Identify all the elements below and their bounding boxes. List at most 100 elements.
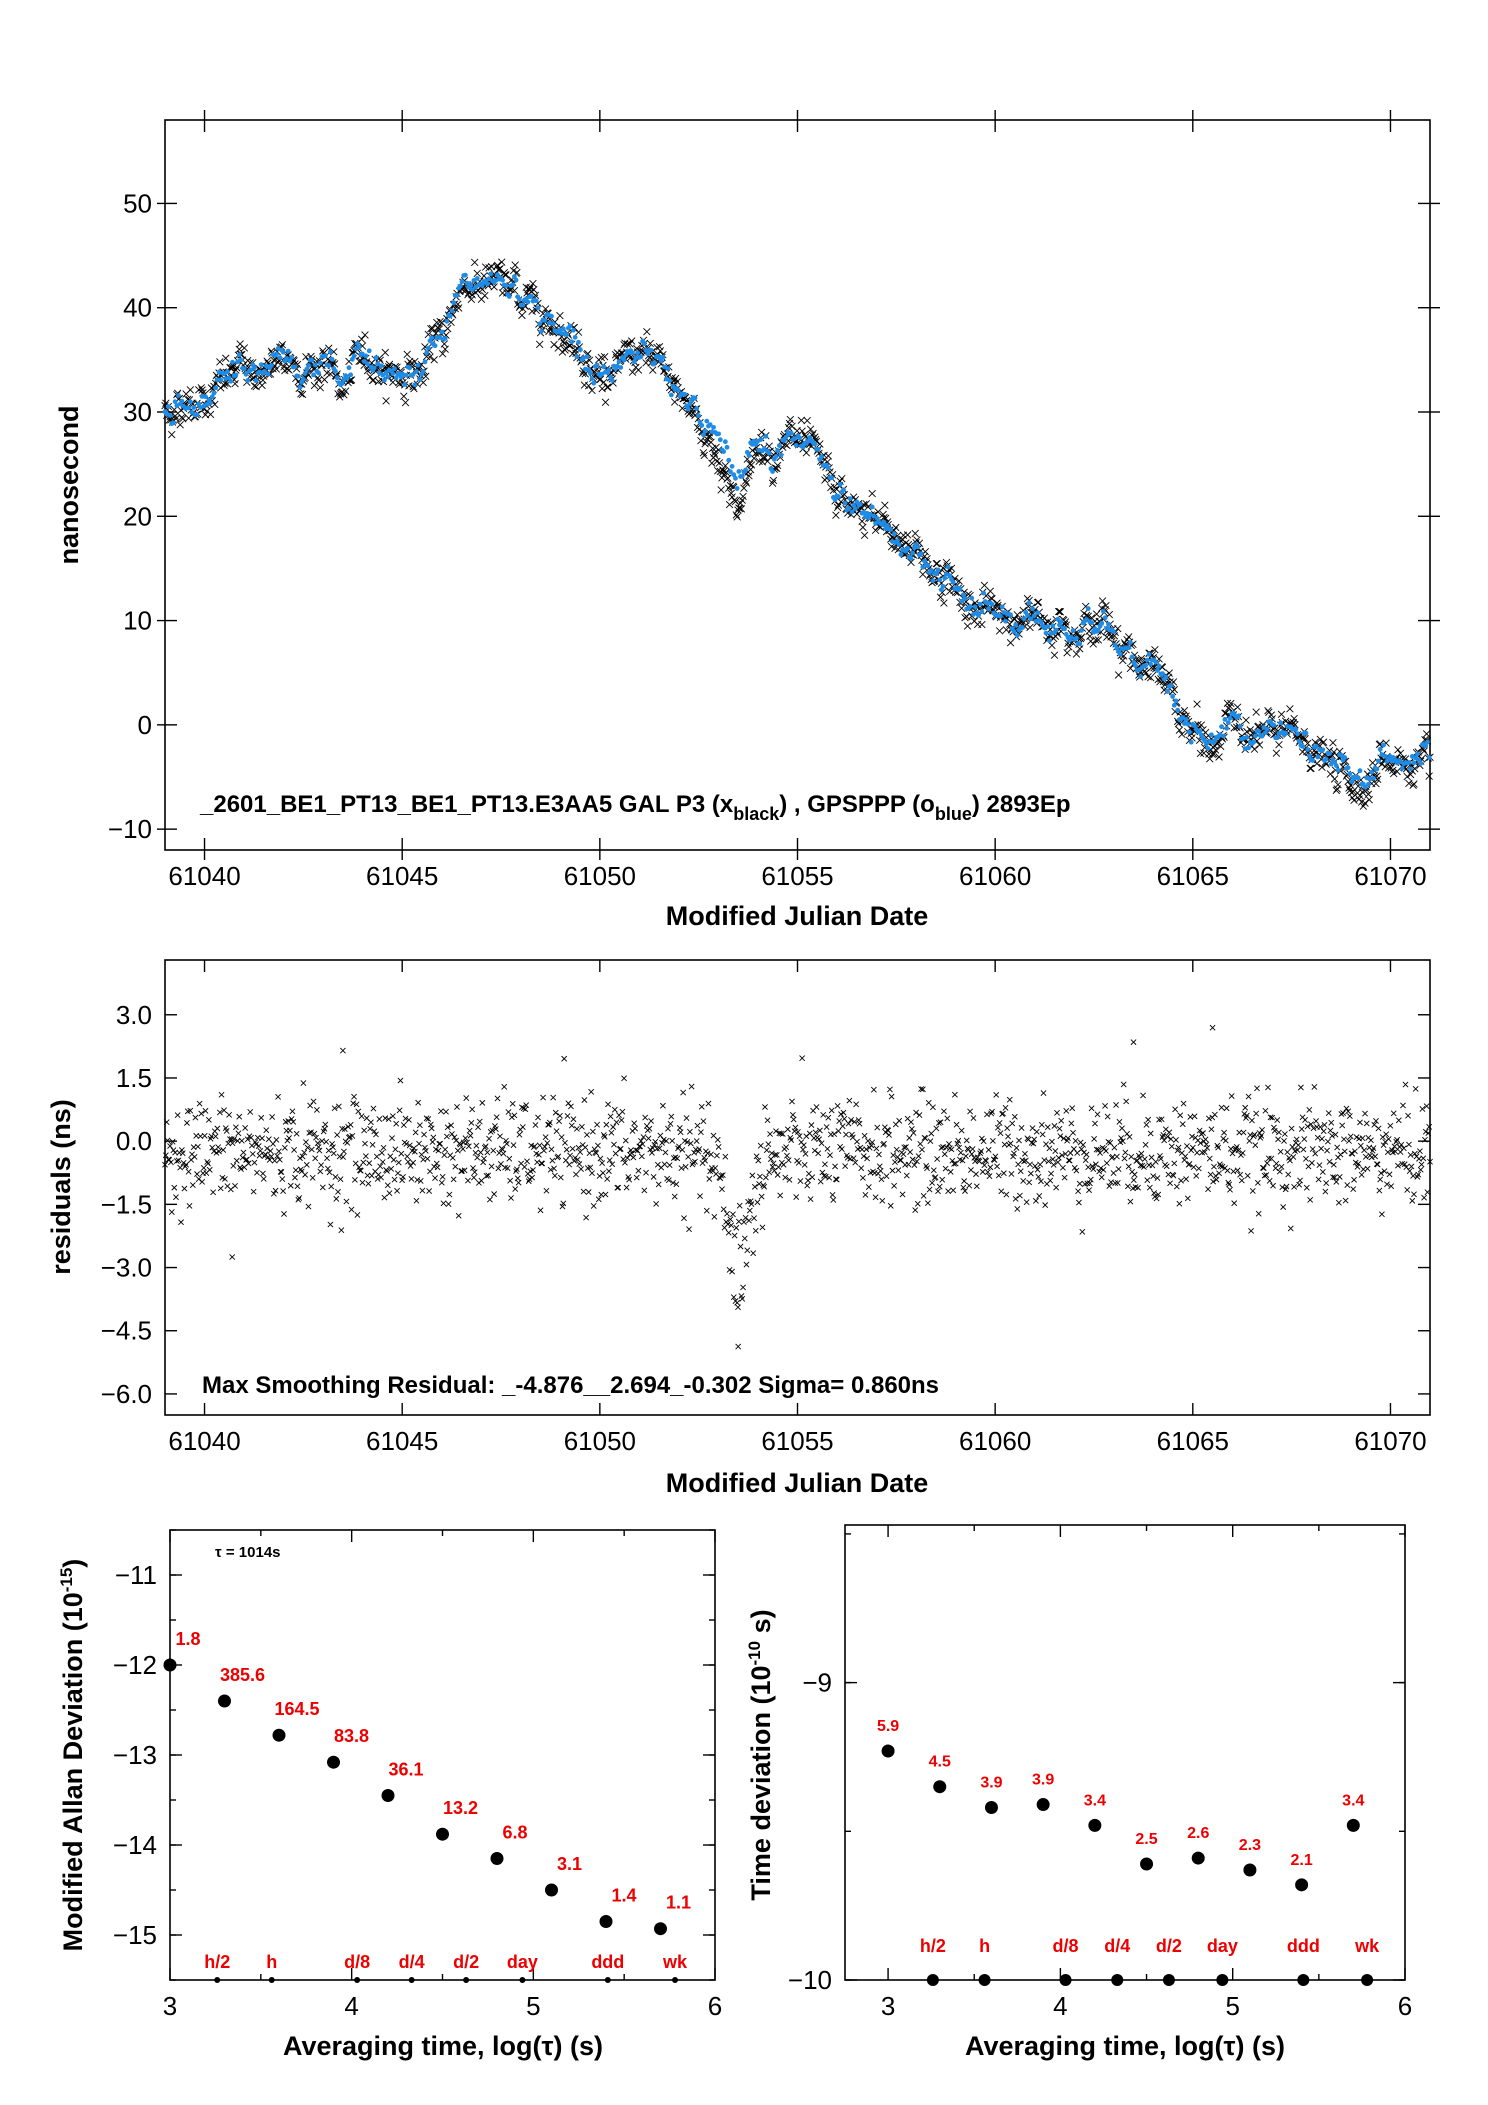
gal-p3-point: [206, 410, 215, 419]
residual-point: [986, 1173, 993, 1180]
residual-point: [449, 1154, 456, 1161]
residual-point: [888, 1093, 895, 1100]
residual-point: [711, 1213, 718, 1220]
residual-point: [614, 1184, 621, 1191]
residual-point: [261, 1153, 268, 1160]
deviation-point: [1295, 1878, 1309, 1892]
residual-point: [1076, 1199, 1082, 1206]
residual-point: [1240, 1129, 1247, 1136]
residual-point: [1385, 1136, 1392, 1142]
gal-p3-point: [197, 384, 206, 392]
residual-point: [1092, 1120, 1098, 1127]
gpsppp-point: [300, 376, 306, 382]
residual-point: [1092, 1161, 1099, 1168]
gpsppp-point: [984, 600, 990, 606]
residual-point: [183, 1161, 190, 1168]
gal-p3-point: [1406, 770, 1415, 779]
residual-point: [575, 1144, 582, 1151]
residual-point: [472, 1149, 479, 1156]
residual-point: [1251, 1131, 1258, 1138]
gpsppp-point: [852, 506, 858, 512]
residual-point: [825, 1114, 832, 1121]
gpsppp-point: [564, 332, 570, 338]
residual-point: [1347, 1133, 1354, 1140]
gpsppp-point: [1155, 668, 1160, 673]
residual-point: [762, 1104, 768, 1110]
residual-point: [178, 1219, 184, 1226]
gal-p3-point: [911, 529, 919, 538]
gal-p3-point: [1365, 796, 1373, 804]
residual-point: [384, 1168, 390, 1174]
residual-point: [913, 1109, 919, 1116]
residual-point: [335, 1103, 342, 1110]
residual-point: [831, 1131, 838, 1137]
residual-point: [819, 1169, 826, 1176]
residual-point: [656, 1145, 663, 1152]
deviation-point: [1191, 1851, 1205, 1865]
timescale-marker: [354, 1977, 361, 1983]
residual-point: [1212, 1173, 1219, 1179]
residual-point: [484, 1149, 491, 1156]
gal-p3-point: [670, 398, 679, 406]
residual-point: [486, 1196, 493, 1203]
gal-p3-point: [1290, 714, 1298, 723]
gpsppp-point: [800, 444, 806, 450]
gal-p3-point: [1050, 651, 1059, 659]
gpsppp-point: [346, 365, 352, 371]
gpsppp-point: [905, 545, 911, 551]
residual-point: [1026, 1179, 1033, 1186]
gal-p3-point: [1422, 730, 1431, 738]
gpsppp-point: [459, 279, 465, 284]
gal-p3-point: [1344, 777, 1352, 786]
residual-point: [294, 1183, 301, 1190]
residual-point: [561, 1055, 568, 1062]
residual-point: [471, 1169, 478, 1176]
residual-point: [201, 1132, 208, 1139]
gpsppp-point: [538, 328, 544, 334]
gpsppp-point: [797, 435, 803, 441]
x-tick-label: 5: [526, 1991, 540, 2021]
residual-point: [1276, 1168, 1283, 1175]
residual-point: [697, 1193, 703, 1200]
gpsppp-point: [1058, 619, 1064, 625]
residual-point: [515, 1179, 522, 1186]
timescale-marker: [463, 1977, 470, 1983]
residual-point: [1006, 1096, 1013, 1103]
residual-point: [205, 1116, 212, 1123]
residual-point: [426, 1188, 433, 1194]
gpsppp-point: [947, 573, 953, 579]
residual-point: [1300, 1146, 1307, 1153]
x-tick-label: 4: [1053, 1991, 1067, 2021]
residual-point: [325, 1147, 332, 1154]
residual-point: [279, 1176, 286, 1182]
residual-point: [1254, 1179, 1261, 1186]
residual-point: [951, 1091, 958, 1098]
gal-p3-point: [1230, 724, 1238, 732]
residual-point: [615, 1184, 622, 1191]
residual-point: [1183, 1176, 1190, 1183]
gal-p3-point: [853, 510, 861, 518]
residual-point: [1171, 1160, 1178, 1167]
residual-point: [692, 1158, 698, 1165]
gal-p3-point: [1233, 703, 1242, 711]
residual-point: [622, 1137, 629, 1144]
gal-p3-point: [800, 431, 809, 439]
gpsppp-point: [233, 372, 239, 378]
gpsppp-point: [1357, 768, 1363, 774]
residual-point: [416, 1140, 422, 1147]
residual-point: [1310, 1125, 1317, 1132]
residual-point: [1184, 1195, 1191, 1202]
residual-point: [600, 1132, 607, 1138]
residual-point: [979, 1168, 986, 1175]
residual-point: [411, 1148, 418, 1155]
residual-point: [1008, 1171, 1015, 1177]
residual-point: [236, 1113, 243, 1120]
gpsppp-point: [292, 364, 298, 370]
gpsppp-point: [945, 564, 951, 570]
residual-point: [728, 1222, 735, 1229]
residual-point: [1036, 1193, 1043, 1199]
gal-p3-point: [1092, 636, 1100, 644]
gpsppp-point: [960, 592, 966, 598]
gal-p3-point: [1329, 739, 1337, 747]
y-tick-label: 50: [123, 188, 152, 218]
